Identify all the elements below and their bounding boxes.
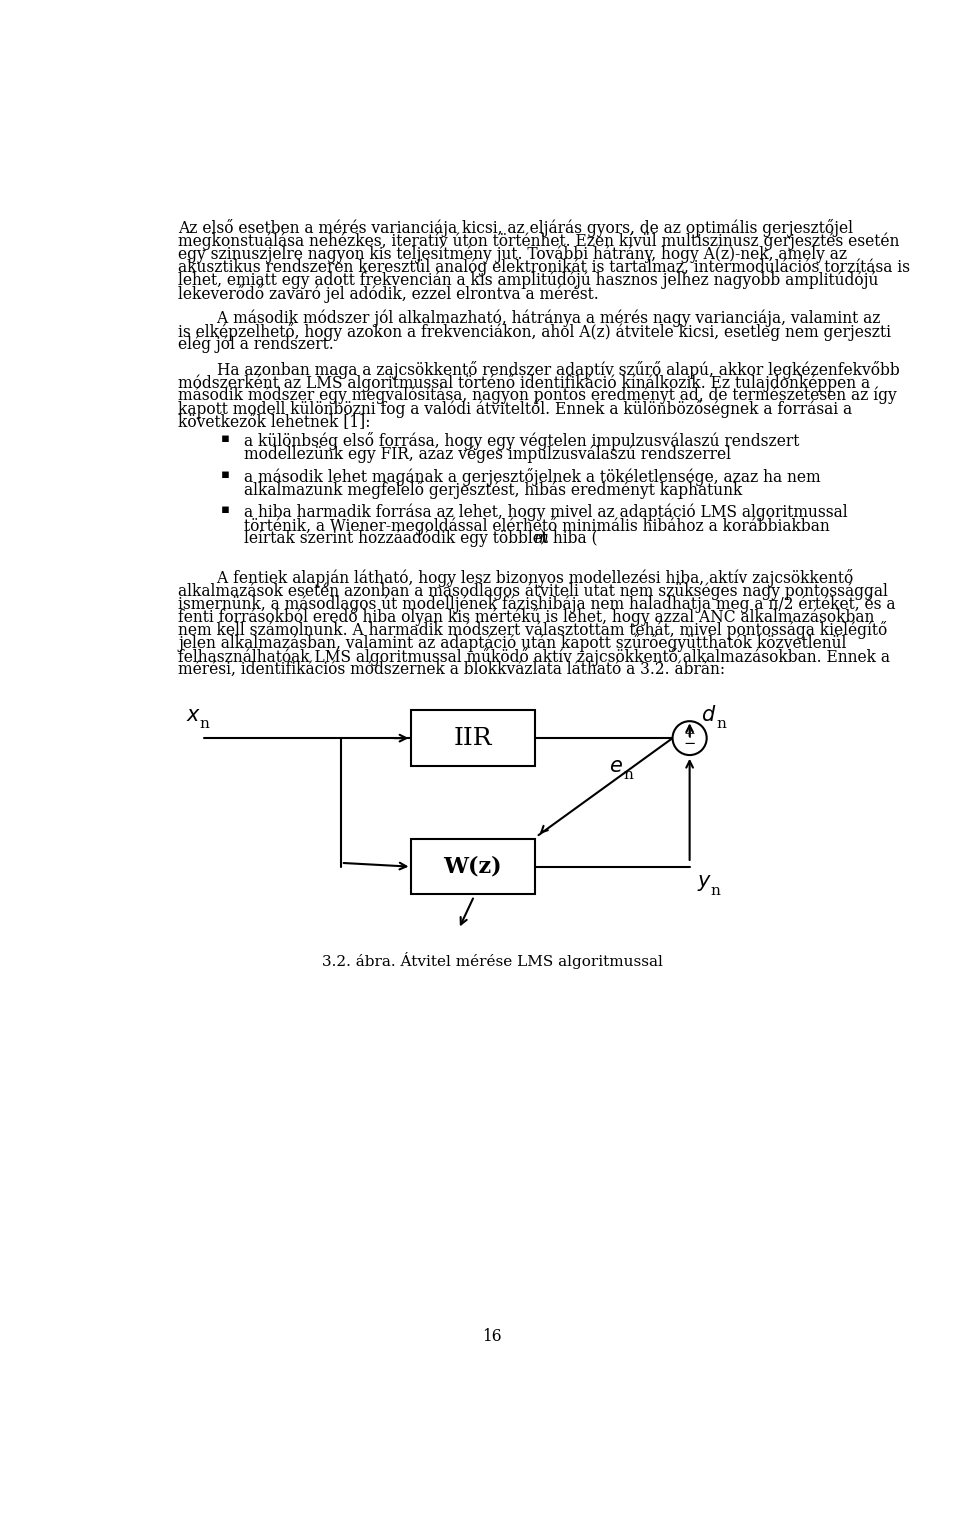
Text: 3.2. ábra. Átvitel mérése LMS algoritmussal: 3.2. ábra. Átvitel mérése LMS algoritmus…	[322, 953, 662, 970]
Bar	[411, 710, 535, 765]
Text: jelen alkalmazásban, valamint az adaptáció után kapott szűrőegyütthatók közvetle: jelen alkalmazásban, valamint az adaptác…	[179, 635, 847, 653]
Text: A második módszer jól alkalmazható, hátránya a mérés nagy varianciája, valamint : A második módszer jól alkalmazható, hátr…	[179, 309, 880, 327]
Text: második módszer egy megvalósítása, nagyon pontos eredményt ad, de természetesen : második módszer egy megvalósítása, nagyo…	[179, 387, 897, 404]
Text: megkonstuálása nehézkes, iteratív úton történhet. Ezen kívül multiszinusz gerjes: megkonstuálása nehézkes, iteratív úton t…	[179, 232, 900, 249]
Circle shape	[673, 721, 707, 755]
Text: ▪: ▪	[221, 467, 229, 481]
Bar	[411, 839, 535, 895]
Text: egy szinuszjelre nagyon kis teljesítmény jut. További hátrány, hogy A(z)-nek, am: egy szinuszjelre nagyon kis teljesítmény…	[179, 246, 848, 263]
Text: elég jól a rendszert.: elég jól a rendszert.	[179, 335, 334, 354]
Text: akusztikus rendszeren keresztül analóg elektronikát is tartalmaz, intermoduláció: akusztikus rendszeren keresztül analóg e…	[179, 258, 910, 277]
Text: ▪: ▪	[221, 432, 229, 446]
Text: n: n	[623, 768, 633, 782]
Text: $x$: $x$	[186, 705, 201, 725]
Text: a különbség első forrása, hogy egy végtelen impulzusválaszú rendszert: a különbség első forrása, hogy egy végte…	[244, 432, 800, 450]
Text: alkalmazunk megfelelő gerjesztést, hibás eredményt kaphatunk: alkalmazunk megfelelő gerjesztést, hibás…	[244, 481, 742, 500]
Text: n: n	[711, 884, 721, 898]
Text: +: +	[684, 727, 696, 741]
Text: $y$: $y$	[697, 873, 712, 893]
Text: ▪: ▪	[221, 504, 229, 516]
Text: felhasználhatóak LMS algoritmussal működő aktív zajcsökkentő alkalmazásokban. En: felhasználhatóak LMS algoritmussal működ…	[179, 647, 890, 666]
Text: nem kell számolnunk. A harmadik módszert választottam tehát, mivel pontossága ki: nem kell számolnunk. A harmadik módszert…	[179, 621, 887, 639]
Text: következők lehetnek [1]:: következők lehetnek [1]:	[179, 413, 371, 430]
Text: alkalmazások esetén azonban a másodlagos átviteli utat nem szükséges nagy pontos: alkalmazások esetén azonban a másodlagos…	[179, 583, 888, 599]
Text: Ha azonban maga a zajcsökkentő rendszer adaptív szűrő alapú, akkor legkézenfekvő: Ha azonban maga a zajcsökkentő rendszer …	[179, 361, 900, 378]
Text: ismernünk, a másodlagos út modelljének fázishibája nem haladhatja meg a π/2 érté: ismernünk, a másodlagos út modelljének f…	[179, 595, 896, 613]
Text: történik, a Wiener-megoldással elérhető minimális hibához a korábbiakban: történik, a Wiener-megoldással elérhető …	[244, 516, 829, 535]
Text: $e$: $e$	[610, 756, 623, 776]
Text: IIR: IIR	[453, 727, 492, 750]
Text: leírtak szerint hozzáadódik egy többlet hiba (: leírtak szerint hozzáadódik egy többlet …	[244, 530, 597, 547]
Text: 16: 16	[482, 1328, 502, 1345]
Text: lekeverődő zavaró jel adódik, ezzel elrontva a mérést.: lekeverődő zavaró jel adódik, ezzel elro…	[179, 284, 599, 303]
Text: Az első esetben a mérés varianciája kicsi, az eljárás gyors, de az optimális ger: Az első esetben a mérés varianciája kics…	[179, 220, 853, 237]
Text: A fentiek alapján látható, hogy lesz bizonyos modellezési hiba, aktív zajcsökken: A fentiek alapján látható, hogy lesz biz…	[179, 569, 853, 587]
Text: módszerként az LMS algoritmussal történő identifikáció kínálkozik. Ez tulajdonké: módszerként az LMS algoritmussal történő…	[179, 373, 871, 392]
Text: a második lehet magának a gerjesztőjelnek a tökéletlensége, azaz ha nem: a második lehet magának a gerjesztőjelne…	[244, 467, 821, 486]
Text: lehet, emiatt egy adott frekvencián a kis amplitúdójú hasznos jelhez nagyobb amp: lehet, emiatt egy adott frekvencián a ki…	[179, 272, 878, 289]
Text: −: −	[684, 736, 696, 752]
Text: $d$: $d$	[701, 705, 716, 725]
Text: m: m	[534, 530, 548, 547]
Text: n: n	[716, 718, 726, 732]
Text: mérési, identifikációs módszernek a blokkvázlata látható a 3.2. ábrán:: mérési, identifikációs módszernek a blok…	[179, 661, 725, 678]
Text: is elképzelhető, hogy azokon a frekvenciákon, ahol A(z) átvitele kicsi, esetleg : is elképzelhető, hogy azokon a frekvenci…	[179, 323, 891, 341]
Text: a hiba harmadik forrása az lehet, hogy mivel az adaptáció LMS algoritmussal: a hiba harmadik forrása az lehet, hogy m…	[244, 504, 848, 521]
Text: kapott modell különbözni fog a valódi átviteltől. Ennek a különbözőségnek a forr: kapott modell különbözni fog a valódi át…	[179, 400, 852, 418]
Text: n: n	[200, 718, 209, 732]
Text: ): )	[540, 530, 546, 547]
Text: W(z): W(z)	[444, 856, 502, 878]
Text: fenti forrásokból eredő hiba olyan kis mértékű is lehet, hogy azzal ANC alkalmaz: fenti forrásokból eredő hiba olyan kis m…	[179, 609, 875, 626]
Text: modellezünk egy FIR, azaz véges impulzusválaszú rendszerrel: modellezünk egy FIR, azaz véges impulzus…	[244, 446, 731, 463]
